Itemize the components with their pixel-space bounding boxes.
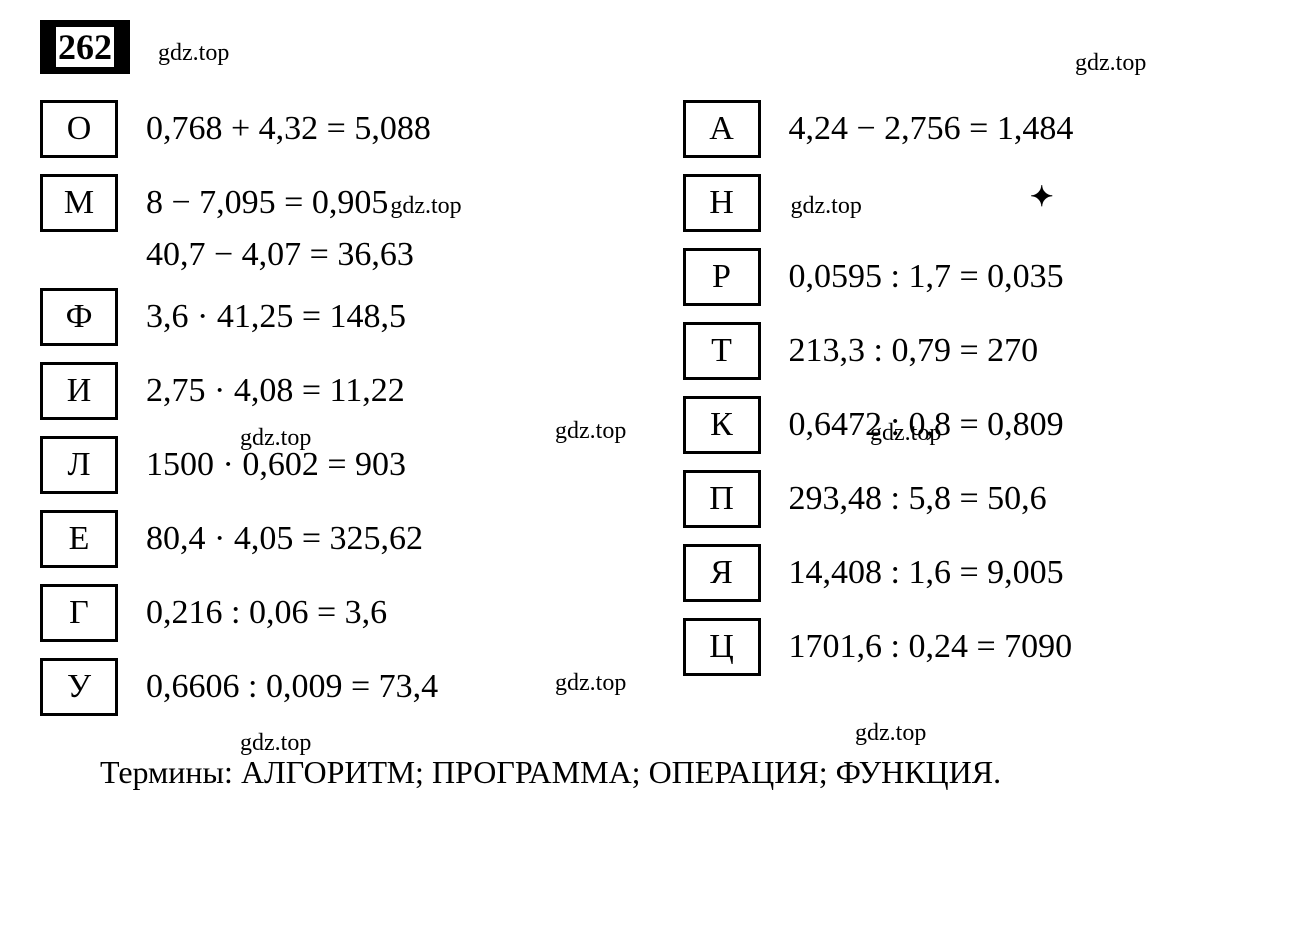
letter-box: А (683, 100, 761, 158)
left-row: М 8 − 7,095 = 0,905gdz.top (40, 166, 623, 240)
letter-box: Р (683, 248, 761, 306)
right-row: Т 213,3 : 0,79 = 270 (683, 314, 1266, 388)
right-row: Р 0,0595 : 1,7 = 0,035 (683, 240, 1266, 314)
equation-text: 293,48 : 5,8 = 50,6 (789, 480, 1047, 518)
letter-box: И (40, 362, 118, 420)
equation-text: 4,24 − 2,756 = 1,484 (789, 110, 1074, 148)
right-row: А 4,24 − 2,756 = 1,484 (683, 92, 1266, 166)
watermark: gdz.top (390, 193, 461, 219)
equation-text: 0,6606 : 0,009 = 73,4 (146, 668, 438, 706)
watermark: gdz.top (791, 193, 862, 219)
equation-text: 0,768 + 4,32 = 5,088 (146, 110, 431, 148)
watermark: gdz.top (240, 730, 311, 757)
letter-box: Ц (683, 618, 761, 676)
right-row: Ц 1701,6 : 0,24 = 7090 (683, 610, 1266, 684)
equation-text: 0,0595 : 1,7 = 0,035 (789, 258, 1064, 296)
equation-text: 0,6472 : 0,8 = 0,809 (789, 406, 1064, 444)
left-column: О 0,768 + 4,32 = 5,088 М 8 − 7,095 = 0,905g… (40, 92, 623, 724)
watermark: gdz.top (158, 40, 229, 67)
equation-secondary: 40,7 − 4,07 = 36,63 (146, 236, 623, 274)
letter-box: У (40, 658, 118, 716)
letter-box: Е (40, 510, 118, 568)
left-row: Л 1500 · 0,602 = 903 (40, 428, 623, 502)
right-column: А 4,24 − 2,756 = 1,484 Нgdz.top Р 0,0595 : 1… (683, 92, 1266, 724)
left-row: Е 80,4 · 4,05 = 325,62 (40, 502, 623, 576)
letter-box: Я (683, 544, 761, 602)
letter-box: О (40, 100, 118, 158)
equation-text: gdz.top (789, 184, 862, 222)
right-row: Нgdz.top (683, 166, 1266, 240)
right-row: Я 14,408 : 1,6 = 9,005 (683, 536, 1266, 610)
equation-text: 3,6 · 41,25 = 148,5 (146, 298, 406, 336)
right-row: К 0,6472 : 0,8 = 0,809 (683, 388, 1266, 462)
letter-box: Н (683, 174, 761, 232)
equation-text: 14,408 : 1,6 = 9,005 (789, 554, 1064, 592)
letter-box: К (683, 396, 761, 454)
left-row: У 0,6606 : 0,009 = 73,4 (40, 650, 623, 724)
equation-text: 8 − 7,095 = 0,905gdz.top (146, 184, 462, 222)
equation-text: 2,75 · 4,08 = 11,22 (146, 372, 405, 410)
page-number-box: 262 (40, 20, 130, 74)
watermark: gdz.top (1075, 50, 1146, 77)
right-row: П 293,48 : 5,8 = 50,6 (683, 462, 1266, 536)
equation-text: 80,4 · 4,05 = 325,62 (146, 520, 423, 558)
letter-box: Ф (40, 288, 118, 346)
watermark: gdz.top (855, 720, 926, 747)
letter-box: Л (40, 436, 118, 494)
page-number: 262 (56, 27, 114, 67)
columns-container: О 0,768 + 4,32 = 5,088 М 8 − 7,095 = 0,905g… (40, 92, 1265, 724)
letter-box: Т (683, 322, 761, 380)
equation-text: 213,3 : 0,79 = 270 (789, 332, 1039, 370)
letter-box: М (40, 174, 118, 232)
footer-terms: Термины: АЛГОРИТМ; ПРОГРАММА; ОПЕРАЦИЯ; … (40, 754, 1265, 791)
letter-box: П (683, 470, 761, 528)
letter-box: Г (40, 584, 118, 642)
left-row: Г 0,216 : 0,06 = 3,6 (40, 576, 623, 650)
left-row: Ф 3,6 · 41,25 = 148,5 (40, 280, 623, 354)
equation-text: 1701,6 : 0,24 = 7090 (789, 628, 1073, 666)
equation-text: 1500 · 0,602 = 903 (146, 446, 406, 484)
left-row: И 2,75 · 4,08 = 11,22 (40, 354, 623, 428)
left-row: О 0,768 + 4,32 = 5,088 (40, 92, 623, 166)
equation-text: 0,216 : 0,06 = 3,6 (146, 594, 387, 632)
